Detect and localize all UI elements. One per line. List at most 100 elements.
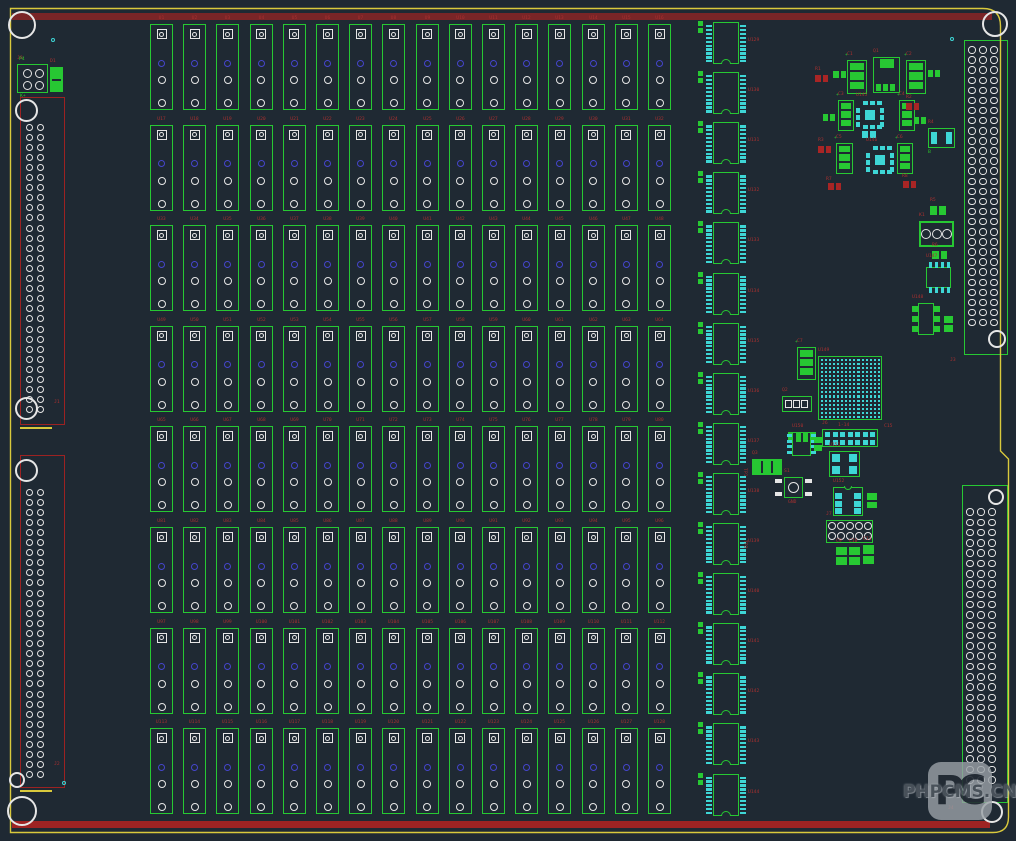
pad [836, 403, 840, 406]
connector-pin-pad [977, 580, 985, 588]
pin1-hole [159, 735, 164, 741]
ic-footprint[interactable] [713, 773, 739, 816]
relay-designator: U59 [489, 317, 498, 323]
ic-pin-pad [706, 206, 712, 209]
connector-pin-pad [36, 559, 44, 567]
ic-pin-pad [740, 341, 746, 344]
footprint-soic8[interactable] [792, 432, 811, 456]
coil-pad-blue [423, 160, 431, 168]
pad [857, 395, 860, 398]
connector-pin-pad [977, 611, 985, 619]
ic-pin-pad [706, 811, 712, 814]
ic-footprint[interactable] [713, 22, 739, 64]
coil-pad-blue [556, 562, 564, 570]
pad [900, 146, 910, 153]
ic-pin-pad [740, 688, 746, 691]
pad [866, 160, 870, 165]
ic-footprint[interactable] [713, 372, 739, 415]
ic-footprint[interactable] [713, 623, 739, 666]
contact-pad [157, 501, 166, 510]
pad [824, 415, 827, 419]
pad [828, 358, 831, 361]
connector-pin-pad [25, 771, 33, 779]
connector-pin-pad [988, 518, 996, 527]
footprint-qfn [865, 110, 875, 120]
pad [820, 407, 823, 410]
pad [857, 407, 860, 410]
ic-pin-pad [706, 175, 712, 178]
ic-pin-pad [740, 387, 746, 390]
bypass-cap-pad [698, 421, 703, 427]
ic-designator: U136 [748, 387, 760, 394]
ic-pin-pad [740, 94, 746, 97]
footprint-header-2x2[interactable] [17, 64, 48, 93]
ic-footprint[interactable] [713, 72, 739, 115]
connector-pin-pad [966, 683, 974, 691]
ic-footprint[interactable] [713, 122, 739, 165]
contact-pad [323, 702, 332, 711]
ic-pin-pad [706, 287, 712, 290]
connector-pin-pad [25, 741, 33, 748]
ic-pin-pad [706, 691, 712, 695]
ic-pin-pad [706, 583, 712, 587]
ic-footprint[interactable] [713, 573, 739, 616]
coil-pad-blue [622, 562, 630, 570]
footprint-soic8[interactable] [926, 267, 951, 288]
footprint-qfn [875, 155, 885, 165]
ic-pin-pad [706, 341, 712, 344]
ic-footprint[interactable] [713, 673, 739, 716]
connector-pin-pad [988, 539, 996, 547]
connector-pin-pad [977, 539, 985, 547]
connector-pin-pad [966, 631, 974, 640]
pad [861, 399, 864, 402]
relay-designator: U121 [421, 719, 433, 725]
footprint-dip8[interactable] [918, 303, 934, 335]
connector-pin-pad [25, 194, 33, 202]
silkscreen-band [12, 821, 990, 828]
ic-footprint[interactable] [713, 523, 739, 565]
relay-designator: U100 [255, 618, 267, 625]
relay-designator: U57 [422, 317, 432, 323]
ic-footprint[interactable] [713, 272, 739, 315]
connector-pin-pad [966, 611, 974, 619]
ic-footprint[interactable] [713, 222, 739, 265]
connector-pin-pad [36, 204, 44, 212]
ic-footprint[interactable] [713, 422, 739, 465]
ic-pin-pad [740, 345, 746, 348]
connector-pin-pad [968, 106, 976, 115]
ic-footprint[interactable] [713, 172, 739, 215]
ic-pin-pad [706, 796, 712, 799]
pad [825, 432, 830, 437]
ic-pin-pad [740, 375, 746, 379]
connector-pin-pad [990, 157, 998, 165]
pad [947, 287, 950, 293]
ic-footprint[interactable] [713, 472, 739, 515]
pad [873, 415, 876, 419]
connector-pin-pad [25, 153, 33, 161]
coil-pad-blue [357, 763, 365, 771]
connector-pin-pad [25, 710, 33, 718]
ic-pin-pad [706, 98, 712, 101]
pin1-hole [657, 232, 662, 238]
pin1-hole [590, 433, 596, 439]
part-designator: R6 [932, 242, 938, 248]
contact-pad [323, 579, 332, 587]
pin1-hole [258, 232, 264, 238]
contact-pad [655, 803, 664, 812]
pin1-hole [557, 534, 563, 540]
ic-pin-pad [706, 803, 712, 807]
connector-pin-pad [990, 258, 998, 266]
ic-footprint[interactable] [713, 322, 739, 365]
coil-pad-blue [158, 59, 165, 67]
header-pad [864, 522, 872, 530]
ic-footprint[interactable] [713, 723, 739, 766]
ic-pin-pad [740, 449, 746, 452]
ic-pin-pad [706, 75, 712, 78]
ic-pin-pad [740, 194, 746, 198]
pad [832, 454, 840, 462]
ic-pin-pad [706, 788, 712, 791]
ic-pin-pad [740, 691, 746, 695]
contact-pad [622, 702, 631, 711]
coil-pad-blue [589, 160, 597, 168]
